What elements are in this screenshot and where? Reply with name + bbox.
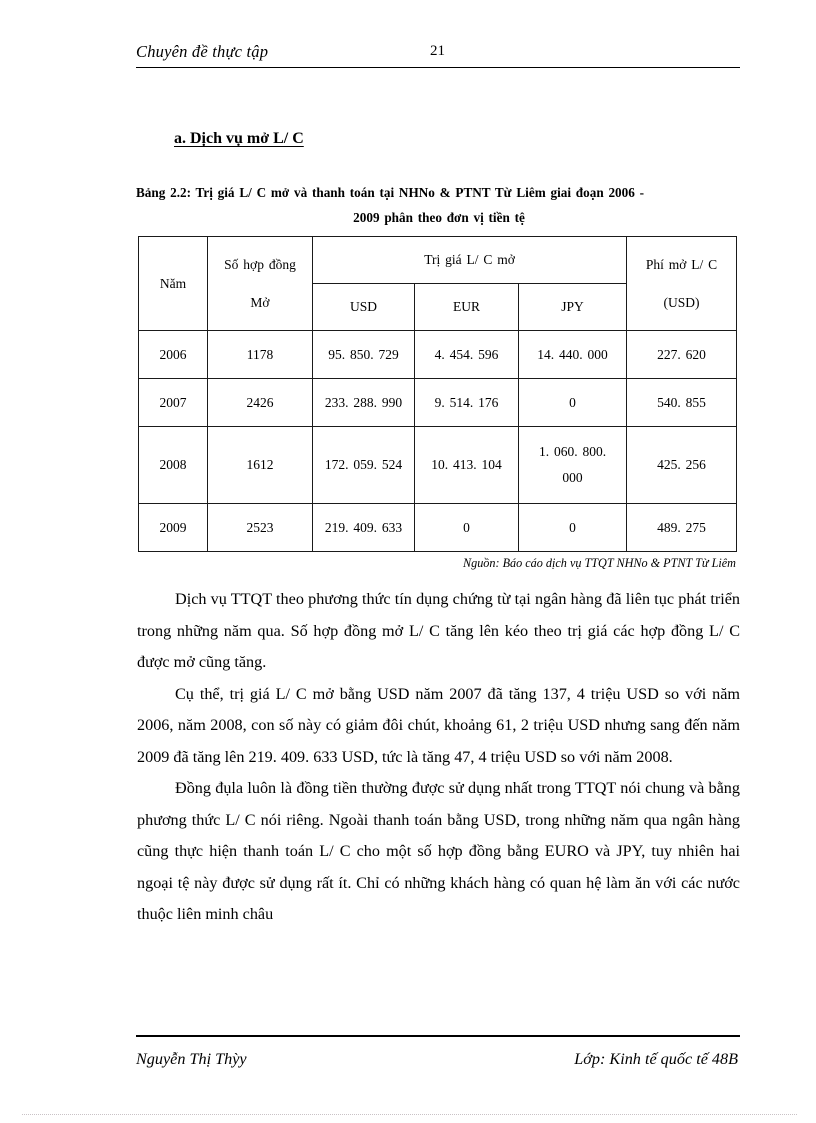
header-fee-top: Phí mở L/ C [645,256,718,272]
cell-eur: 10. 413. 104 [414,426,519,504]
cell-contracts: 2426 [207,378,313,427]
cell-year: 2007 [138,378,208,427]
header-cell-fee: Phí mở L/ C (USD) [626,236,738,331]
page-number: 21 [430,43,445,59]
cell-jpy: 0 [517,378,628,427]
header-fee-bottom: (USD) [663,294,700,310]
cell-year: 2009 [138,503,208,552]
cell-fee: 489. 275 [626,503,738,552]
header-cell-usd: USD [312,283,415,331]
cell-jpy: 1. 060. 800. 000 [517,426,628,504]
cell-year: 2008 [138,426,208,504]
cell-fee: 227. 620 [626,330,738,379]
cell-jpy: 14. 440. 000 [517,330,628,379]
body-text: Dịch vụ TTQT theo phương thức tín dụng c… [137,584,740,931]
footer-class: Lớp: Kinh tế quốc tế 48B [574,1050,738,1068]
paragraph-2: Cụ thể, trị giá L/ C mở bằng USD năm 200… [137,684,740,766]
cell-jpy-line-1: 1. 060. 800. [538,444,607,459]
cell-usd: 233. 288. 990 [312,378,415,427]
cell-fee: 540. 855 [626,378,738,427]
page-header: Chuyên đề thực tập 21 [136,42,740,72]
header-cell-eur: EUR [414,283,519,331]
header-contracts-top: Số hợp đồng [224,256,296,272]
paragraph-3: Đồng đụla luôn là đồng tiền thường được … [137,779,740,923]
cell-contracts: 1612 [207,426,313,504]
header-divider [136,67,740,68]
header-cell-value-group: Trị giá L/ C mở [311,236,628,284]
table-header-row-1: Năm Số hợp đồng Mở Trị giá L/ C mở Phí m… [138,236,738,331]
table-caption-line-2: 2009 phân theo đơn vị tiền tệ [353,210,525,225]
cell-jpy: 0 [517,503,628,552]
scan-edge-artifact [22,1114,797,1115]
cell-contracts: 2523 [207,503,313,552]
cell-usd: 172. 059. 524 [312,426,415,504]
table-source-note: Nguồn: Báo cáo dịch vụ TTQT NHNo & PTNT … [462,556,736,570]
header-title: Chuyên đề thực tập [136,42,269,61]
cell-eur: 4. 454. 596 [414,330,519,379]
header-cell-year: Năm [138,236,208,331]
cell-contracts: 1178 [207,330,313,379]
cell-year: 2006 [138,330,208,379]
table-caption-line-1: Bảng 2.2: Trị giá L/ C mở và thanh toán … [136,185,645,200]
table-row: 2009 2523 219. 409. 633 0 0 489. 275 [138,503,738,552]
cell-jpy-line-2: 000 [562,470,583,485]
paragraph-1: Dịch vụ TTQT theo phương thức tín dụng c… [137,590,740,671]
page-footer: Nguyễn Thị Thỳy Lớp: Kinh tế quốc tế 48B [136,1050,740,1078]
section-heading: a. Dịch vụ mở L/ C [174,130,304,147]
header-cell-contracts: Số hợp đồng Mở [207,236,313,331]
header-cell-jpy: JPY [517,283,628,331]
cell-fee: 425. 256 [626,426,738,504]
table-caption: Bảng 2.2: Trị giá L/ C mở và thanh toán … [136,180,742,230]
cell-eur: 0 [414,503,519,552]
table-header-row-2: USD EUR JPY [139,283,737,331]
cell-usd: 219. 409. 633 [312,503,415,552]
table-row: 2008 1612 172. 059. 524 10. 413. 104 1. … [138,426,738,504]
lc-statistics-table: Năm Số hợp đồng Mở Trị giá L/ C mở Phí m… [138,236,738,552]
cell-eur: 9. 514. 176 [414,378,519,427]
table-row: 2007 2426 233. 288. 990 9. 514. 176 0 54… [138,378,738,427]
header-contracts-bottom: Mở [250,294,270,310]
footer-author: Nguyễn Thị Thỳy [136,1050,247,1068]
footer-divider [136,1035,740,1037]
cell-usd: 95. 850. 729 [312,330,415,379]
table-row: 2006 1178 95. 850. 729 4. 454. 596 14. 4… [138,330,738,379]
